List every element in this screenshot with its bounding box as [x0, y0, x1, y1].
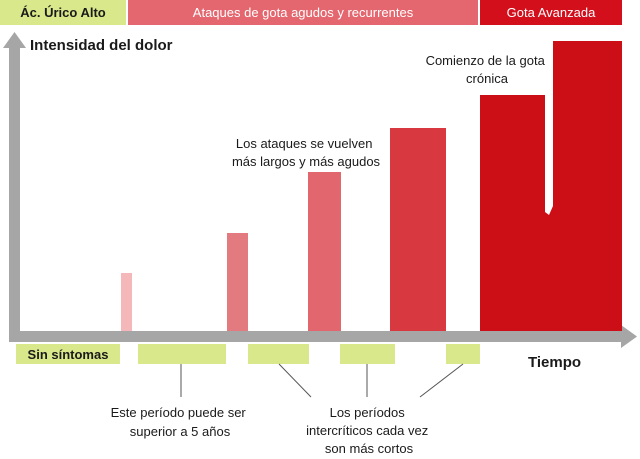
annotation-period-length: Este período puede ser superior a 5 años: [111, 405, 250, 439]
y-axis-shaft: [9, 46, 20, 336]
attack-bar-2: [227, 233, 248, 331]
phase-box-intercritical-4: [446, 344, 480, 364]
attack-bar-1: [121, 273, 132, 331]
x-axis-shaft: [9, 331, 623, 342]
annotation-chronic-onset: Comienzo de la gota crónica: [426, 53, 549, 86]
callout-line-intercritical-c: [419, 363, 464, 398]
y-axis-label: Intensidad del dolor: [30, 37, 173, 54]
phase-box-intercritical-3: [340, 344, 395, 364]
callout-line-intercritical-a: [278, 363, 312, 398]
x-axis-arrowhead: [621, 325, 637, 348]
phase-box-intercritical-2: [248, 344, 309, 364]
chronic-gout-block: [480, 41, 622, 331]
attack-bar-4: [390, 128, 446, 331]
callout-lines: [180, 363, 464, 398]
stage-header-acute-attacks-label: Ataques de gota agudos y recurrentes: [193, 5, 414, 20]
stage-header-acute-attacks: [128, 0, 478, 25]
annotation-intercritical-periods: Los períodos intercríticos cada vez son …: [306, 405, 432, 456]
stage-header-advanced-gout: [480, 0, 622, 25]
y-axis-arrowhead: [3, 32, 26, 48]
attack-bar-3: [308, 172, 341, 331]
pain-intensity-bars: [121, 41, 622, 331]
axes: [3, 32, 637, 348]
stage-header: Ác. Úrico Alto Ataques de gota agudos y …: [0, 0, 622, 25]
x-axis-label: Tiempo: [528, 354, 581, 371]
stage-header-advanced-gout-label: Gota Avanzada: [507, 5, 596, 20]
annotation-longer-attacks: Los ataques se vuelven más largos y más …: [232, 136, 381, 169]
phase-boxes: Sin síntomas: [16, 344, 480, 364]
stage-header-high-uric-acid: [0, 0, 126, 25]
phase-box-no-symptoms-label: Sin síntomas: [28, 347, 109, 362]
phase-box-no-symptoms: [16, 344, 120, 364]
stage-header-high-uric-acid-label: Ác. Úrico Alto: [20, 5, 106, 20]
phase-box-intercritical-1: [138, 344, 226, 364]
